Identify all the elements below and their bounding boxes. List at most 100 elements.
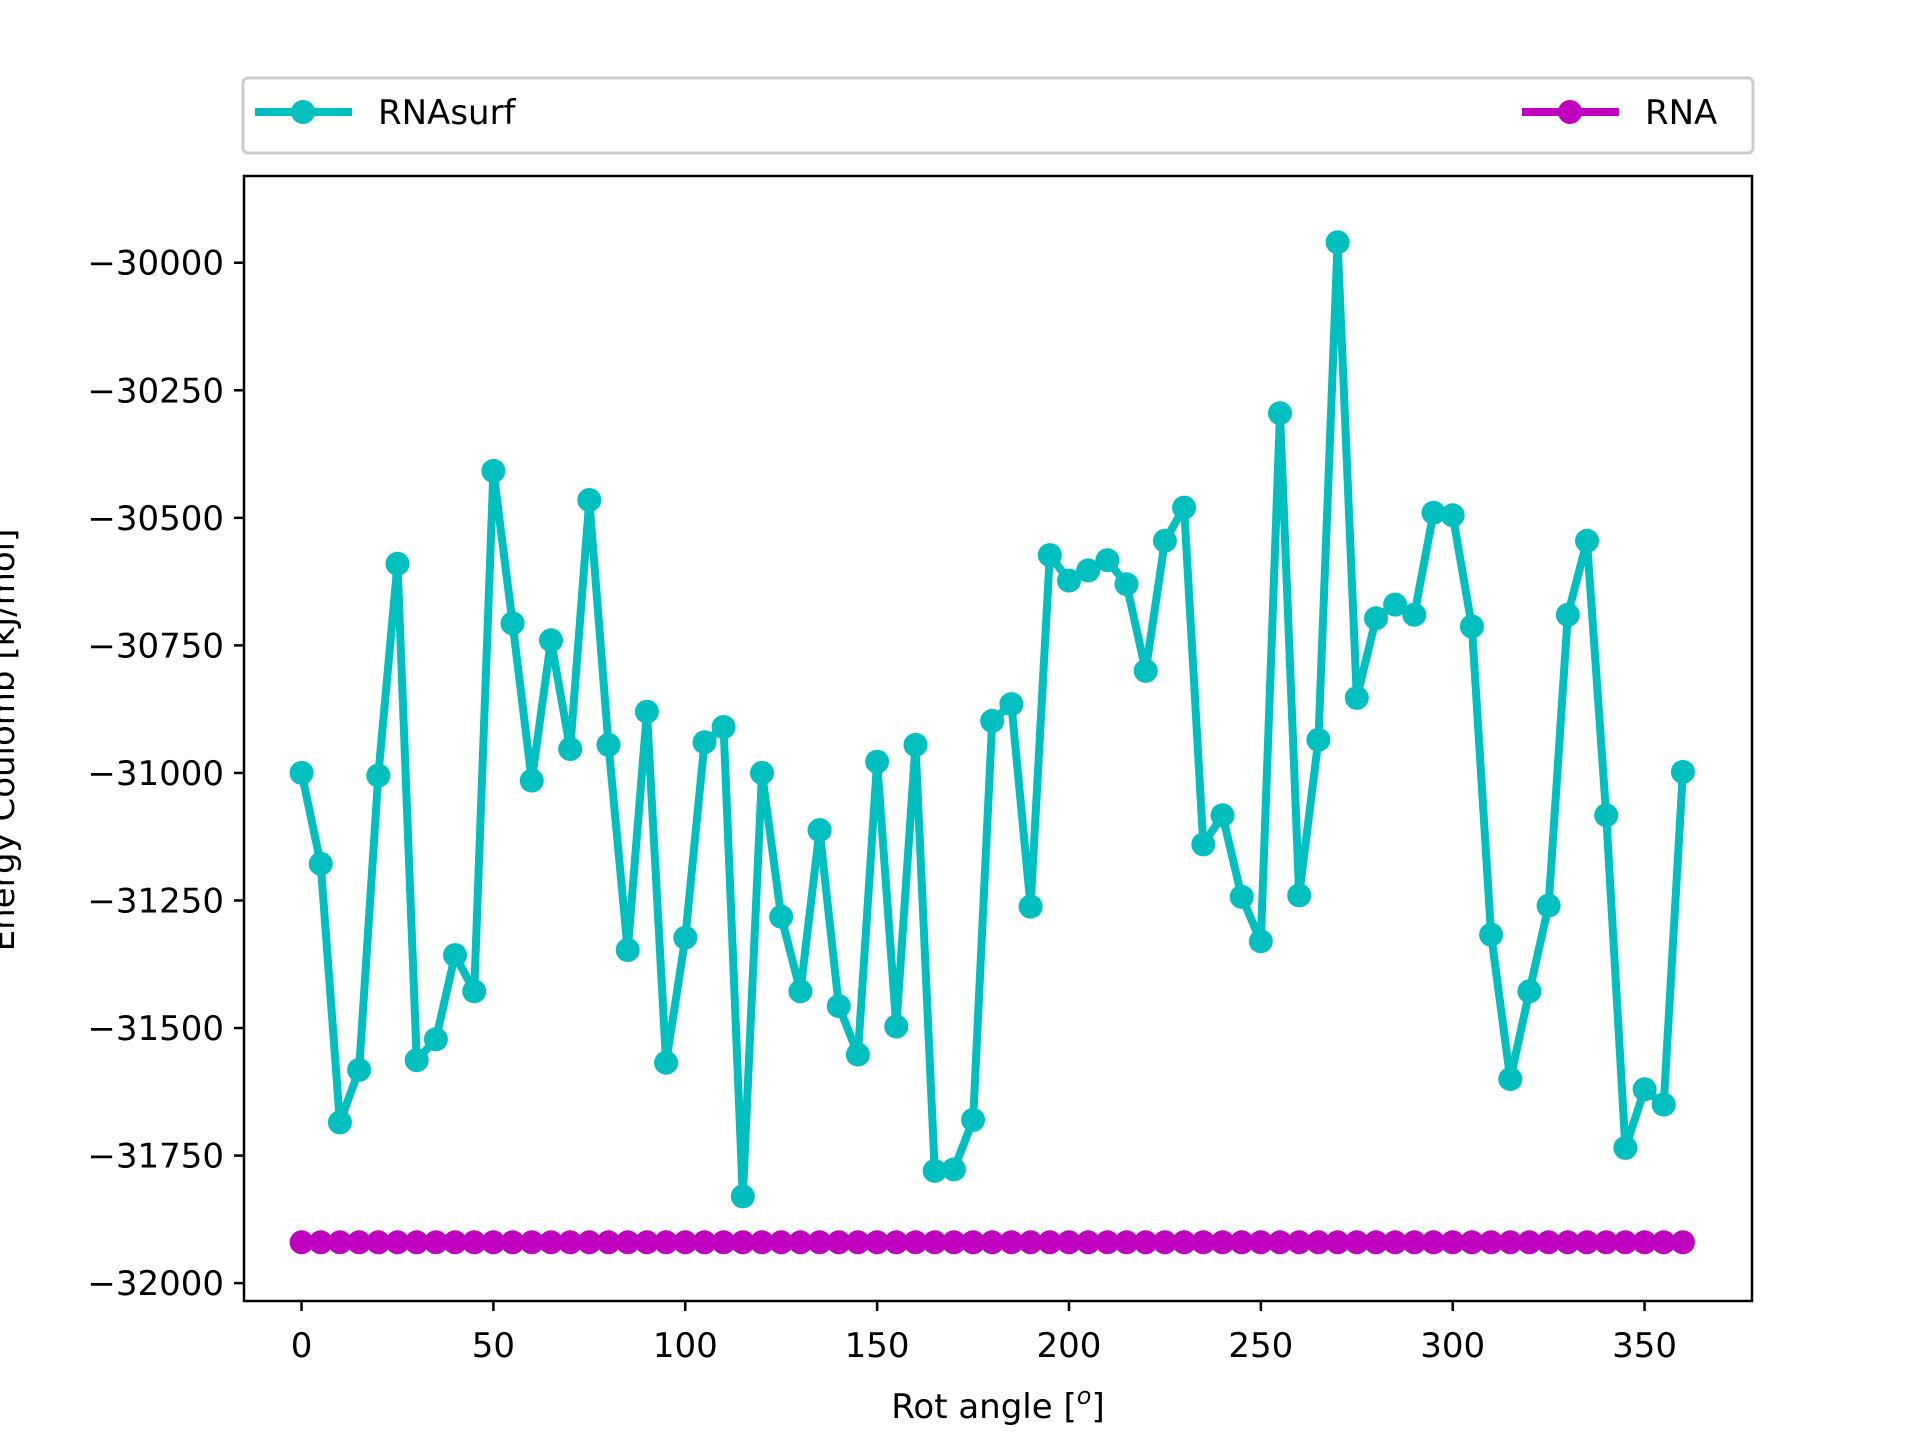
data-point-rnasurf (788, 979, 813, 1004)
data-point-rna (980, 1230, 1005, 1255)
data-point-rnasurf (999, 692, 1024, 717)
x-tick-label: 100 (653, 1326, 718, 1366)
data-point-rna (1095, 1230, 1120, 1255)
data-point-rnasurf (922, 1158, 947, 1183)
data-point-rna (1670, 1230, 1695, 1255)
legend: RNAsurf RNA (241, 76, 1755, 155)
data-point-rnasurf (1479, 922, 1504, 947)
data-point-rna (385, 1230, 410, 1255)
data-point-rnasurf (1440, 503, 1465, 528)
data-point-rnasurf (539, 628, 563, 653)
data-point-rnasurf (1632, 1077, 1657, 1102)
data-point-rna (1229, 1230, 1254, 1255)
data-point-rna (1594, 1230, 1619, 1255)
data-point-rnasurf (1498, 1067, 1523, 1092)
data-point-rnasurf (1287, 883, 1312, 908)
x-tick-label: 250 (1228, 1326, 1293, 1366)
data-point-rna (941, 1230, 966, 1255)
data-point-rnasurf (615, 938, 640, 962)
y-tick-label: −30250 (87, 371, 224, 411)
data-point-rna (1364, 1230, 1388, 1255)
legend-marker-rnasurf (291, 100, 315, 124)
data-point-rna (1383, 1230, 1408, 1255)
data-point-rnasurf (1306, 727, 1331, 752)
y-tick-label: −31000 (87, 754, 224, 794)
data-point-rna (615, 1230, 640, 1255)
x-axis-label-sup: o (1077, 1382, 1092, 1410)
data-point-rnasurf (961, 1107, 986, 1132)
data-point-rnasurf (1248, 929, 1273, 954)
data-point-rna (788, 1230, 813, 1255)
data-point-rnasurf (1459, 614, 1484, 639)
data-point-rnasurf (634, 699, 659, 724)
y-axis-label: Energy Coulomb [kJ/mol] (0, 529, 23, 952)
data-point-rnasurf (462, 979, 487, 1004)
data-point-rnasurf (1114, 572, 1139, 597)
data-point-rna (1402, 1230, 1427, 1255)
data-point-rna (443, 1230, 467, 1255)
x-axis: 0 50 100 150 200 250 300 350 (291, 1301, 1677, 1366)
data-point-rnasurf (1210, 803, 1235, 828)
data-point-rna (1536, 1230, 1561, 1255)
y-tick-label: −32000 (87, 1264, 224, 1304)
series-rna (289, 1230, 1695, 1255)
data-point-rna (884, 1230, 909, 1255)
legend-marker-rna (1558, 100, 1582, 124)
data-point-rnasurf (481, 458, 506, 483)
data-point-rnasurf (308, 851, 333, 876)
data-point-rna (634, 1230, 659, 1255)
data-point-rna (1287, 1230, 1312, 1255)
data-point-rna (308, 1230, 333, 1255)
data-point-rna (327, 1230, 352, 1255)
y-tick-label: −30500 (87, 499, 224, 539)
data-point-rnasurf (807, 818, 832, 843)
data-point-rnasurf (500, 611, 525, 636)
data-point-rnasurf (903, 732, 928, 757)
data-point-rna (692, 1230, 717, 1255)
data-point-rna (1325, 1230, 1350, 1255)
data-point-rna (1210, 1230, 1235, 1255)
data-point-rnasurf (385, 551, 410, 576)
data-point-rnasurf (654, 1050, 679, 1075)
data-point-rnasurf (692, 730, 717, 755)
data-point-rna (1306, 1230, 1331, 1255)
data-point-rnasurf (826, 994, 851, 1019)
x-tick-label: 150 (845, 1326, 910, 1366)
data-point-rnasurf (750, 760, 774, 785)
data-point-rnasurf (577, 488, 602, 512)
data-point-rnasurf (1536, 893, 1561, 918)
data-point-rna (558, 1230, 583, 1255)
data-point-rna (1057, 1230, 1081, 1255)
data-point-rnasurf (1670, 759, 1695, 784)
data-point-rnasurf (347, 1057, 372, 1082)
data-point-rnasurf (1402, 602, 1427, 627)
data-point-rnasurf (1229, 884, 1254, 909)
y-tick-label: −30000 (87, 244, 224, 284)
data-point-rna (1498, 1230, 1523, 1255)
data-point-rna (1076, 1230, 1101, 1255)
data-point-rnasurf (711, 715, 736, 739)
data-point-rnasurf (1057, 568, 1081, 593)
data-point-rna (903, 1230, 928, 1255)
data-point-rnasurf (1095, 548, 1120, 573)
data-point-rna (289, 1230, 314, 1255)
x-tick-label: 350 (1612, 1326, 1677, 1366)
legend-label-rna: RNA (1645, 93, 1717, 133)
data-point-rna (539, 1230, 563, 1255)
data-point-rnasurf (1037, 543, 1062, 568)
legend-frame (241, 76, 1755, 155)
data-point-rna (1613, 1230, 1638, 1255)
series-rnasurf (289, 230, 1695, 1209)
data-point-rnasurf (730, 1184, 755, 1209)
data-point-rna (865, 1230, 890, 1255)
data-point-rna (1037, 1230, 1062, 1255)
data-point-rna (769, 1230, 794, 1255)
data-point-rna (1479, 1230, 1504, 1255)
data-point-rnasurf (366, 763, 391, 788)
data-point-rna (1459, 1230, 1484, 1255)
data-point-rnasurf (404, 1048, 429, 1073)
data-point-rna (1268, 1230, 1292, 1255)
x-tick-label: 200 (1037, 1326, 1102, 1366)
data-point-rna (519, 1230, 544, 1255)
